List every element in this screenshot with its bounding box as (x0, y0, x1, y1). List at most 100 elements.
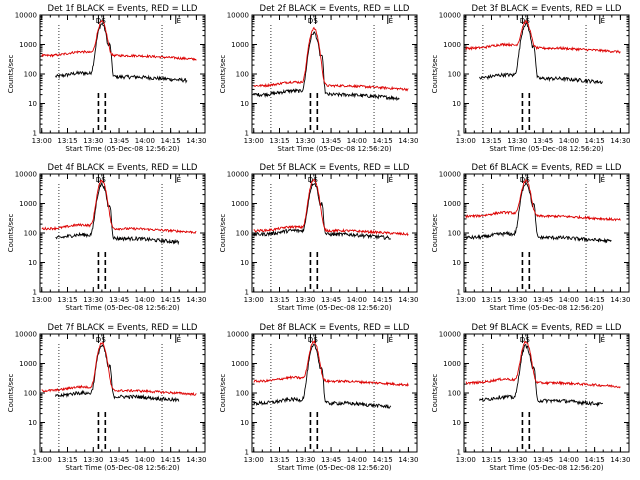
panel-title: Det 2f BLACK = Events, RED = LLD (260, 4, 410, 14)
x-tick-label: 13:30 (507, 296, 527, 304)
x-tick-label: 13:45 (109, 456, 129, 464)
marker-label: E (177, 176, 181, 184)
events-series-line (55, 181, 180, 246)
x-tick-label: 13:00 (244, 296, 264, 304)
x-tick-label: 14:00 (347, 456, 367, 464)
y-tick-label: 1000 (443, 41, 461, 49)
y-tick-label: 10 (452, 259, 461, 267)
marker-label: D (520, 17, 525, 25)
plot-frame (251, 14, 418, 134)
x-tick-label: 14:30 (398, 456, 418, 464)
x-axis-label: Start Time (05-Dec-08 12:56:20) (277, 145, 391, 153)
events-series-line (479, 343, 604, 408)
events-series-line (465, 180, 612, 244)
y-tick-label: 1 (457, 449, 461, 457)
panel-det-8: Det 8f BLACK = Events, RED = LLD 1 10 100 10… (219, 323, 419, 472)
y-tick-label: 10 (452, 100, 461, 108)
y-tick-label: 10000 (227, 12, 249, 20)
x-axis-label: Start Time (05-Dec-08 12:56:20) (277, 304, 391, 312)
marker-label: E (601, 17, 605, 25)
x-axis-label: Start Time (05-Dec-08 12:56:20) (489, 464, 603, 472)
x-tick-label: 13:00 (32, 296, 52, 304)
x-tick-label: 14:00 (347, 296, 367, 304)
x-axis-label: Start Time (05-Dec-08 12:56:20) (65, 145, 179, 153)
y-axis-label: Counts/sec (7, 374, 15, 413)
x-tick-label: 14:30 (186, 137, 206, 145)
y-tick-label: 1000 (231, 200, 249, 208)
x-axis-label: Start Time (05-Dec-08 12:56:20) (65, 304, 179, 312)
y-tick-label: 10000 (439, 331, 461, 339)
x-tick-label: 13:30 (83, 137, 103, 145)
y-tick-label: 10000 (227, 331, 249, 339)
y-tick-label: 100 (448, 71, 461, 79)
y-tick-label: 1 (33, 130, 37, 138)
x-tick-label: 13:30 (295, 456, 315, 464)
lld-series-line (253, 339, 409, 387)
x-tick-label: 14:15 (585, 456, 605, 464)
marker-label: D (520, 176, 525, 184)
marker-label: S (525, 17, 530, 25)
x-tick-label: 13:15 (481, 456, 501, 464)
x-tick-label: 14:30 (610, 296, 630, 304)
y-tick-label: 100 (236, 71, 249, 79)
y-axis-label: Counts/sec (431, 214, 439, 253)
x-tick-label: 13:45 (321, 137, 341, 145)
x-tick-label: 14:30 (186, 456, 206, 464)
x-tick-label: 13:00 (32, 137, 52, 145)
y-tick-label: 10 (452, 419, 461, 427)
plot-frame (463, 333, 630, 453)
x-tick-label: 13:45 (533, 137, 553, 145)
x-tick-label: 13:30 (295, 296, 315, 304)
y-tick-label: 1000 (443, 200, 461, 208)
y-tick-label: 100 (236, 390, 249, 398)
x-tick-label: 13:15 (57, 456, 77, 464)
y-tick-label: 1 (245, 449, 249, 457)
y-tick-label: 1 (457, 130, 461, 138)
panel-title: Det 5f BLACK = Events, RED = LLD (260, 163, 410, 173)
events-series-line (253, 343, 392, 409)
marker-label: D (96, 176, 101, 184)
panel-title: Det 1f BLACK = Events, RED = LLD (48, 4, 198, 14)
lld-series-line (41, 179, 197, 235)
y-axis-label: Counts/sec (219, 55, 227, 94)
marker-label: E (601, 176, 605, 184)
events-series-line (55, 22, 188, 84)
marker-label: D (96, 336, 101, 344)
y-tick-label: 10 (240, 259, 249, 267)
x-tick-label: 14:30 (610, 137, 630, 145)
x-tick-label: 13:30 (83, 296, 103, 304)
x-tick-label: 14:00 (559, 296, 579, 304)
x-tick-label: 14:15 (585, 296, 605, 304)
y-tick-label: 10 (28, 100, 37, 108)
y-tick-label: 100 (24, 71, 37, 79)
x-tick-label: 13:15 (481, 137, 501, 145)
marker-label: D (520, 336, 525, 344)
y-tick-label: 100 (448, 390, 461, 398)
x-tick-label: 13:15 (57, 137, 77, 145)
x-tick-label: 14:15 (585, 137, 605, 145)
panel-det-9: Det 9f BLACK = Events, RED = LLD 1 10 100 10… (431, 323, 631, 472)
x-tick-label: 13:00 (456, 456, 476, 464)
events-series-line (479, 21, 603, 85)
y-tick-label: 10000 (15, 12, 37, 20)
panel-title: Det 9f BLACK = Events, RED = LLD (472, 323, 622, 333)
x-tick-label: 14:00 (135, 137, 155, 145)
y-tick-label: 1000 (19, 360, 37, 368)
panel-title: Det 6f BLACK = Events, RED = LLD (472, 163, 622, 173)
events-series-line (55, 344, 180, 403)
x-tick-label: 13:15 (269, 137, 289, 145)
y-tick-label: 1000 (231, 360, 249, 368)
x-tick-label: 14:15 (161, 296, 181, 304)
panel-title: Det 7f BLACK = Events, RED = LLD (48, 323, 198, 333)
x-tick-label: 14:15 (373, 456, 393, 464)
y-tick-label: 10000 (439, 12, 461, 20)
marker-label: E (177, 336, 181, 344)
x-tick-label: 13:15 (269, 296, 289, 304)
x-tick-label: 14:00 (559, 456, 579, 464)
x-tick-label: 14:15 (373, 137, 393, 145)
x-tick-label: 14:00 (135, 456, 155, 464)
marker-label: S (313, 17, 318, 25)
x-tick-label: 13:00 (456, 137, 476, 145)
panel-title: Det 8f BLACK = Events, RED = LLD (260, 323, 410, 333)
x-tick-label: 13:45 (321, 456, 341, 464)
